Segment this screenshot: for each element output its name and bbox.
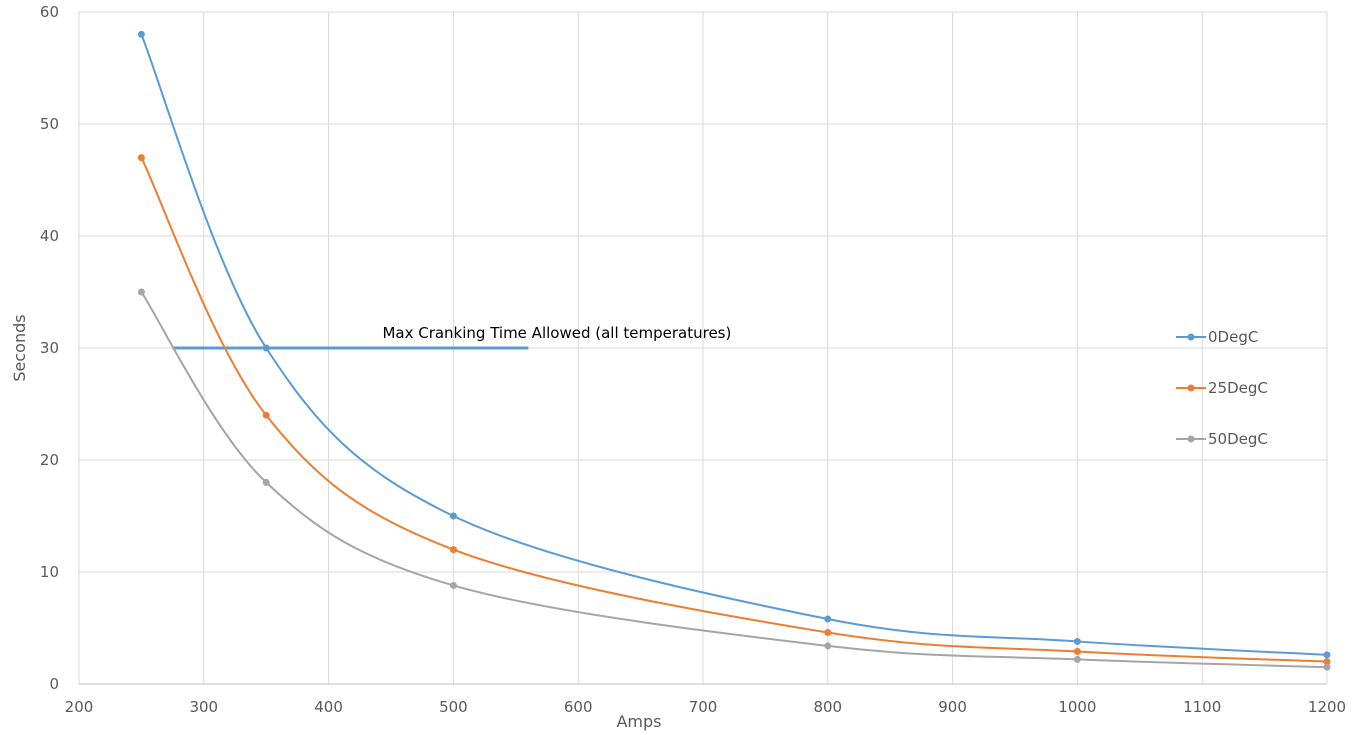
data-point-50degc (824, 642, 832, 650)
axes: 200 300 400 500 600 700 800 900 1000 1100 1200 0 10 2… (10, 3, 1346, 731)
data-point-50degc (449, 581, 457, 589)
x-tick-label: 1100 (1183, 698, 1221, 716)
data-point-0degc (449, 512, 457, 520)
data-point-25degc (137, 154, 145, 162)
legend-marker-50degc (1187, 435, 1195, 443)
y-tick-label: 10 (40, 563, 59, 581)
data-point-50degc (1073, 655, 1081, 663)
x-tick-label: 700 (689, 698, 718, 716)
x-tick-label: 900 (938, 698, 967, 716)
legend-label-0degc: 0DegC (1208, 328, 1258, 346)
data-point-0degc (824, 615, 832, 623)
data-point-25degc (824, 628, 832, 636)
series-line-0degc (140, 34, 1328, 656)
x-axis-title: Amps (616, 712, 661, 731)
x-tick-label: 200 (65, 698, 94, 716)
gridlines (78, 11, 1328, 684)
data-point-0degc (1073, 637, 1081, 645)
series-line-25degc (140, 157, 1328, 663)
x-tick-label: 300 (189, 698, 218, 716)
y-tick-label: 0 (49, 675, 59, 693)
y-tick-label: 50 (40, 115, 59, 133)
data-point-0degc (262, 344, 270, 352)
legend-label-50degc: 50DegC (1208, 430, 1268, 448)
legend: 0DegC 25DegC 50DegC (1176, 328, 1268, 448)
series-group: Max Cranking Time Allowed (all temperatu… (137, 30, 1331, 671)
y-tick-label: 40 (40, 227, 59, 245)
data-point-50degc (262, 478, 270, 486)
max-cranking-annotation: Max Cranking Time Allowed (all temperatu… (382, 324, 731, 342)
data-point-25degc (449, 546, 457, 554)
x-tick-label: 400 (314, 698, 343, 716)
data-point-0degc (137, 30, 145, 38)
legend-marker-0degc (1187, 333, 1195, 341)
y-tick-label: 60 (40, 3, 59, 21)
data-point-25degc (1073, 648, 1081, 656)
data-point-0degc (1323, 651, 1331, 659)
legend-marker-25degc (1187, 384, 1195, 392)
data-point-25degc (262, 411, 270, 419)
x-tick-label: 500 (439, 698, 468, 716)
y-tick-label: 30 (40, 339, 59, 357)
x-tick-label: 600 (564, 698, 593, 716)
y-tick-label: 20 (40, 451, 59, 469)
data-point-25degc (1323, 658, 1331, 666)
x-tick-label: 1000 (1058, 698, 1096, 716)
x-tick-label: 800 (813, 698, 842, 716)
series-line-50degc (140, 291, 1328, 669)
legend-label-25degc: 25DegC (1208, 379, 1268, 397)
data-point-50degc (1323, 663, 1331, 671)
x-tick-label: 1200 (1308, 698, 1346, 716)
data-point-50degc (137, 288, 145, 296)
y-axis-title: Seconds (10, 314, 29, 381)
